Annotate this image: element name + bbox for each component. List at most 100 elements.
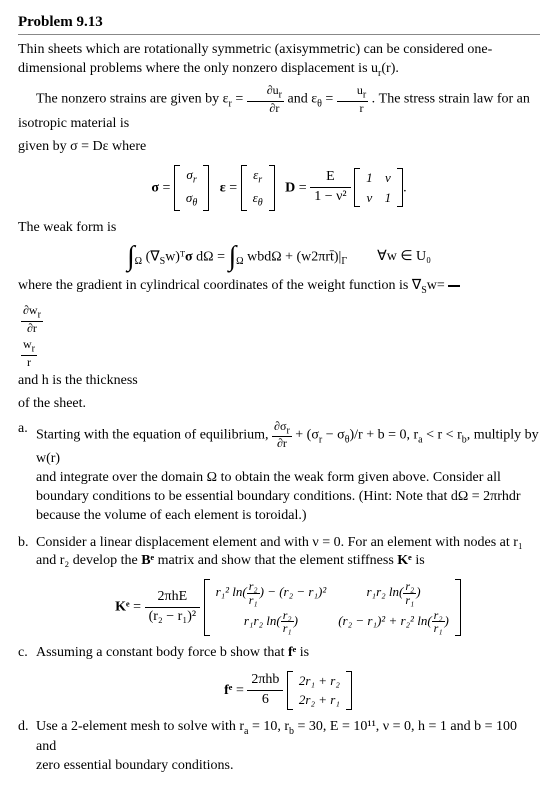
an1: ∂σ — [274, 419, 286, 433]
divider — [18, 34, 540, 35]
fcd: 6 — [247, 691, 283, 710]
a1: Starting with the equation of equilibriu… — [36, 427, 272, 442]
b2: matrix and show that the element stiffne… — [154, 553, 397, 568]
label-c: c. — [18, 644, 28, 663]
weak-form-eq: ∫Ω (∇Sw)ᵀσ dΩ = ∫Ω wbdΩ + (w2πrt̄)|Γ ∀w … — [18, 246, 540, 269]
d11: 1 — [360, 168, 379, 188]
a5: < r < r — [423, 427, 462, 442]
gs1: r — [38, 309, 41, 320]
sig: σ — [151, 180, 159, 195]
gd2: r — [21, 356, 37, 369]
frac-dsr: ∂σr∂r — [272, 420, 292, 450]
epsv: ε — [220, 180, 226, 195]
parts-list: a. Starting with the equation of equilib… — [18, 420, 540, 776]
part-d: d. Use a 2-element mesh to solve with ra… — [36, 718, 540, 776]
part-b: b. Consider a linear displacement elemen… — [36, 534, 540, 636]
kf3b: r₁ — [281, 622, 294, 635]
a2: + (σ — [295, 427, 319, 442]
k11b: − (r₂ − r₁)² — [264, 584, 326, 599]
part-c: c. Assuming a constant body force b show… — [36, 644, 540, 710]
gt: and h is the thickness — [18, 373, 138, 388]
k12: r₁r₂ ln — [367, 584, 400, 599]
kct: 2πhE — [145, 588, 201, 608]
gd1: ∂r — [21, 322, 43, 335]
ad1: ∂r — [272, 437, 292, 450]
sub-r: r — [228, 99, 231, 110]
fe-coef: 2πhb6 — [247, 671, 283, 710]
gradient-desc2: of the sheet. — [18, 395, 540, 414]
wm: wbdΩ + (w2πrt̄)| — [247, 249, 341, 264]
a3: − σ — [322, 427, 344, 442]
p1b: and ε — [288, 92, 318, 107]
sub-th: θ — [317, 99, 322, 110]
sigma-vec: σrσθ — [174, 165, 209, 211]
strains-text: The nonzero strains are given by εr = ∂u… — [18, 84, 540, 133]
fer2: 2r₂ + r₁ — [293, 690, 346, 710]
fct: 2πhb — [247, 671, 283, 691]
fe-vec: 2r₁ + r₂2r₂ + r₁ — [287, 671, 352, 710]
fe-eq: fᵉ = 2πhb6 2r₁ + r₂2r₂ + r₁ — [36, 671, 540, 710]
s1: r — [279, 90, 282, 101]
frac-ur: urr — [337, 84, 368, 114]
intro-text: Thin sheets which are rotationally symme… — [18, 41, 540, 80]
as1: r — [286, 425, 289, 436]
er: r — [258, 174, 262, 185]
gdb: w= — [427, 278, 445, 293]
part-a: a. Starting with the equation of equilib… — [36, 420, 540, 526]
intro-main: Thin sheets which are rotationally symme… — [18, 42, 492, 76]
gs2: r — [32, 344, 35, 355]
E-frac: E1 − ν² — [310, 168, 350, 207]
p1a: The nonzero strains are given by ε — [36, 92, 228, 107]
om1: Ω — [135, 256, 142, 267]
a-line2: and integrate over the domain Ω to obtai… — [36, 469, 540, 526]
ke-matrix: r₁² ln(r₂r₁) − (r₂ − r₁)² r₁r₂ ln(r₂r₁) … — [204, 579, 461, 635]
d2l: = 10, r — [248, 719, 289, 734]
frac-dudr: ∂ur∂r — [247, 84, 284, 114]
d22: 1 — [379, 188, 398, 208]
Be: Bᵉ — [141, 553, 154, 568]
En: E — [310, 168, 350, 188]
sg2: σ — [185, 249, 193, 264]
fe1: fᵉ — [288, 645, 296, 660]
om2: Ω — [236, 256, 243, 267]
b3: is — [412, 553, 425, 568]
kf4t: r₂ — [432, 609, 445, 623]
wt: w)ᵀ — [165, 249, 185, 264]
s2: r — [363, 90, 366, 101]
fer1: 2r₁ + r₂ — [293, 671, 346, 691]
c1: Assuming a constant body force b show th… — [36, 645, 288, 660]
kf1b: r₁ — [247, 594, 260, 607]
gn1: ∂w — [23, 303, 38, 317]
k22: (r₂ − r₁)² + r₂² ln — [338, 613, 427, 628]
kcd: (r₂ − r₁)² — [145, 608, 201, 627]
weak-rhs: ∀w ∈ U₀ — [377, 248, 431, 267]
Ke-eq: Kᵉ = 2πhE(r₂ − r₁)² r₁² ln(r₂r₁) − (r₂ −… — [36, 579, 540, 635]
kf4b: r₁ — [432, 622, 445, 635]
gda: where the gradient in cylindrical coordi… — [18, 278, 421, 293]
sigma-eps-D-eq: σ = σrσθ ε = εrεθ D = E1 − ν² 1νν1. — [18, 165, 540, 211]
label-d: d. — [18, 718, 29, 737]
kf2b: r₁ — [403, 594, 416, 607]
kf1t: r₂ — [247, 580, 260, 594]
given-by: given by σ = Dε where — [18, 138, 540, 157]
c2: is — [296, 645, 309, 660]
k11a: r₁² ln — [216, 584, 243, 599]
intro-tail: (r). — [381, 61, 399, 76]
D-mat: 1νν1 — [354, 168, 403, 207]
wms: Γ — [341, 256, 347, 267]
eps-vec: εrεθ — [241, 165, 275, 211]
fe2: fᵉ — [224, 682, 232, 697]
int1: ∫ — [127, 246, 135, 268]
nb1: ∇ — [150, 249, 159, 264]
Ed: 1 − ν² — [310, 188, 350, 207]
n1: ∂u — [267, 83, 279, 97]
st: θ — [192, 197, 197, 208]
int2: ∫ — [228, 246, 236, 268]
k21: r₁r₂ ln — [244, 613, 277, 628]
d12: ν — [379, 168, 398, 188]
d21: ν — [360, 188, 379, 208]
sr: r — [193, 174, 197, 185]
d1: ∂r — [247, 102, 284, 115]
kf3t: r₂ — [281, 609, 294, 623]
Ke2: Kᵉ — [115, 600, 130, 615]
